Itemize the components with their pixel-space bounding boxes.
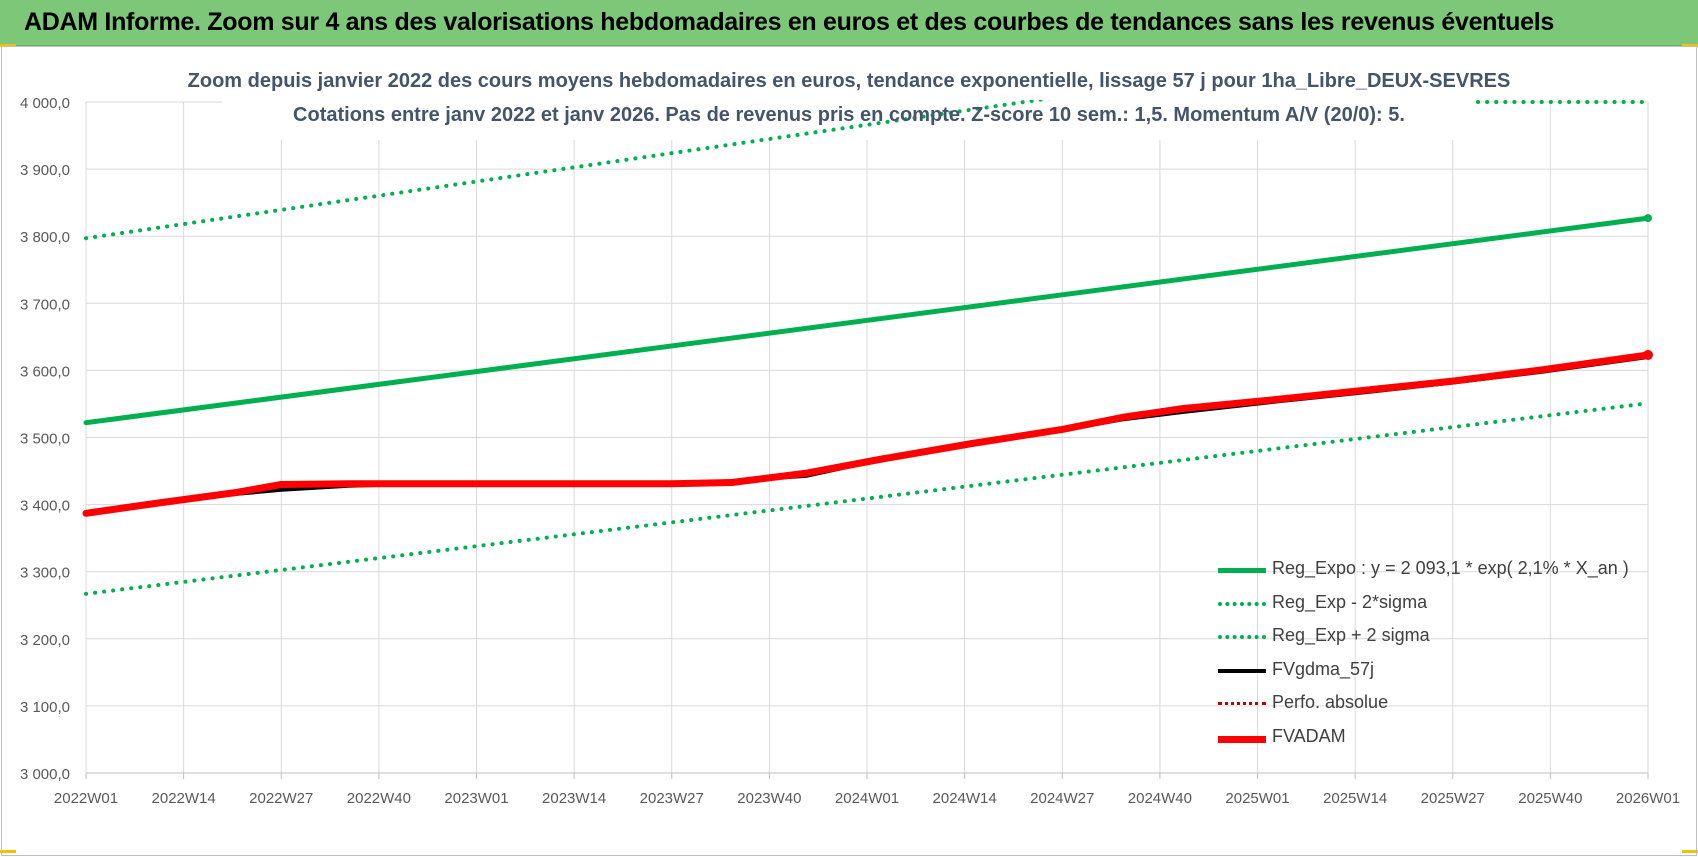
x-tick-label: 2025W40	[1518, 790, 1582, 807]
corner-mark-bottom-right	[1682, 850, 1698, 853]
y-tick-label: 3 500,0	[20, 431, 70, 448]
corner-mark-bottom-left	[0, 850, 16, 853]
chart-subtitle: Cotations entre janv 2022 et janv 2026. …	[293, 104, 1405, 126]
report-banner: ADAM Informe. Zoom sur 4 ans des valoris…	[0, 0, 1698, 46]
y-tick-label: 3 000,0	[20, 766, 70, 783]
series-reg-exp-minus-line	[84, 401, 1650, 596]
x-tick-label: 2026W01	[1616, 790, 1680, 807]
x-tick-label: 2025W01	[1225, 790, 1289, 807]
y-tick-label: 3 900,0	[20, 162, 70, 179]
legend-label: Reg_Exp + 2 sigma	[1272, 625, 1430, 645]
x-tick-label: 2025W27	[1421, 790, 1485, 807]
chart-frame	[1, 46, 1697, 856]
y-tick-label: 3 700,0	[20, 296, 70, 313]
x-tick-label: 2023W01	[444, 790, 508, 807]
x-tick-label: 2024W01	[835, 790, 899, 807]
banner-title: ADAM Informe. Zoom sur 4 ans des valoris…	[24, 8, 1554, 36]
x-tick-label: 2025W14	[1323, 790, 1387, 807]
y-tick-label: 3 800,0	[20, 229, 70, 246]
x-tick-label: 2022W27	[249, 790, 313, 807]
legend-swatch-reg-exp-minus	[1218, 601, 1266, 606]
x-tick-label: 2022W01	[54, 790, 118, 807]
x-tick-label: 2022W14	[152, 790, 216, 807]
corner-mark-left	[0, 44, 16, 47]
y-tick-label: 4 000,0	[20, 95, 70, 112]
corner-mark-right	[1682, 44, 1698, 47]
legend-label: Reg_Expo : y = 2 093,1 * exp( 2,1% * X_a…	[1272, 558, 1629, 578]
x-tick-label: 2024W14	[933, 790, 997, 807]
legend-label: Perfo. absolue	[1272, 692, 1389, 712]
y-tick-label: 3 300,0	[20, 565, 70, 582]
y-tick-label: 3 200,0	[20, 632, 70, 649]
y-tick-label: 3 600,0	[20, 363, 70, 380]
y-tick-label: 3 400,0	[20, 498, 70, 515]
legend-label: FVgdma_57j	[1272, 658, 1375, 679]
legend-label: Reg_Exp - 2*sigma	[1272, 591, 1428, 612]
legend-swatch-fvadam	[1218, 735, 1266, 743]
reg-expo-end-point	[1644, 214, 1652, 223]
x-tick-label: 2023W14	[542, 790, 606, 807]
series-reg-exp-plus-line	[84, 100, 1052, 241]
series-reg-expo-line	[83, 215, 1651, 426]
x-tick-label: 2023W40	[737, 790, 801, 807]
x-tick-label: 2024W27	[1030, 790, 1094, 807]
legend-swatch-reg-expo	[1218, 568, 1266, 573]
y-tick-label: 3 100,0	[20, 699, 70, 716]
title-mask-top	[222, 66, 1476, 100]
x-tick-label: 2022W40	[347, 790, 411, 807]
legend-swatch-reg-exp-plus	[1218, 635, 1266, 639]
chart-title: Zoom depuis janvier 2022 des cours moyen…	[187, 70, 1511, 92]
x-tick-label: 2024W40	[1128, 790, 1192, 807]
legend-swatch-fvgdma	[1218, 668, 1266, 673]
series-fvadam-line	[82, 351, 1652, 517]
legend-label: FVADAM	[1272, 725, 1346, 746]
x-tick-label: 2023W27	[640, 790, 704, 807]
legend-swatch-perfo	[1218, 702, 1266, 705]
fvadam-end-point	[1643, 349, 1653, 360]
